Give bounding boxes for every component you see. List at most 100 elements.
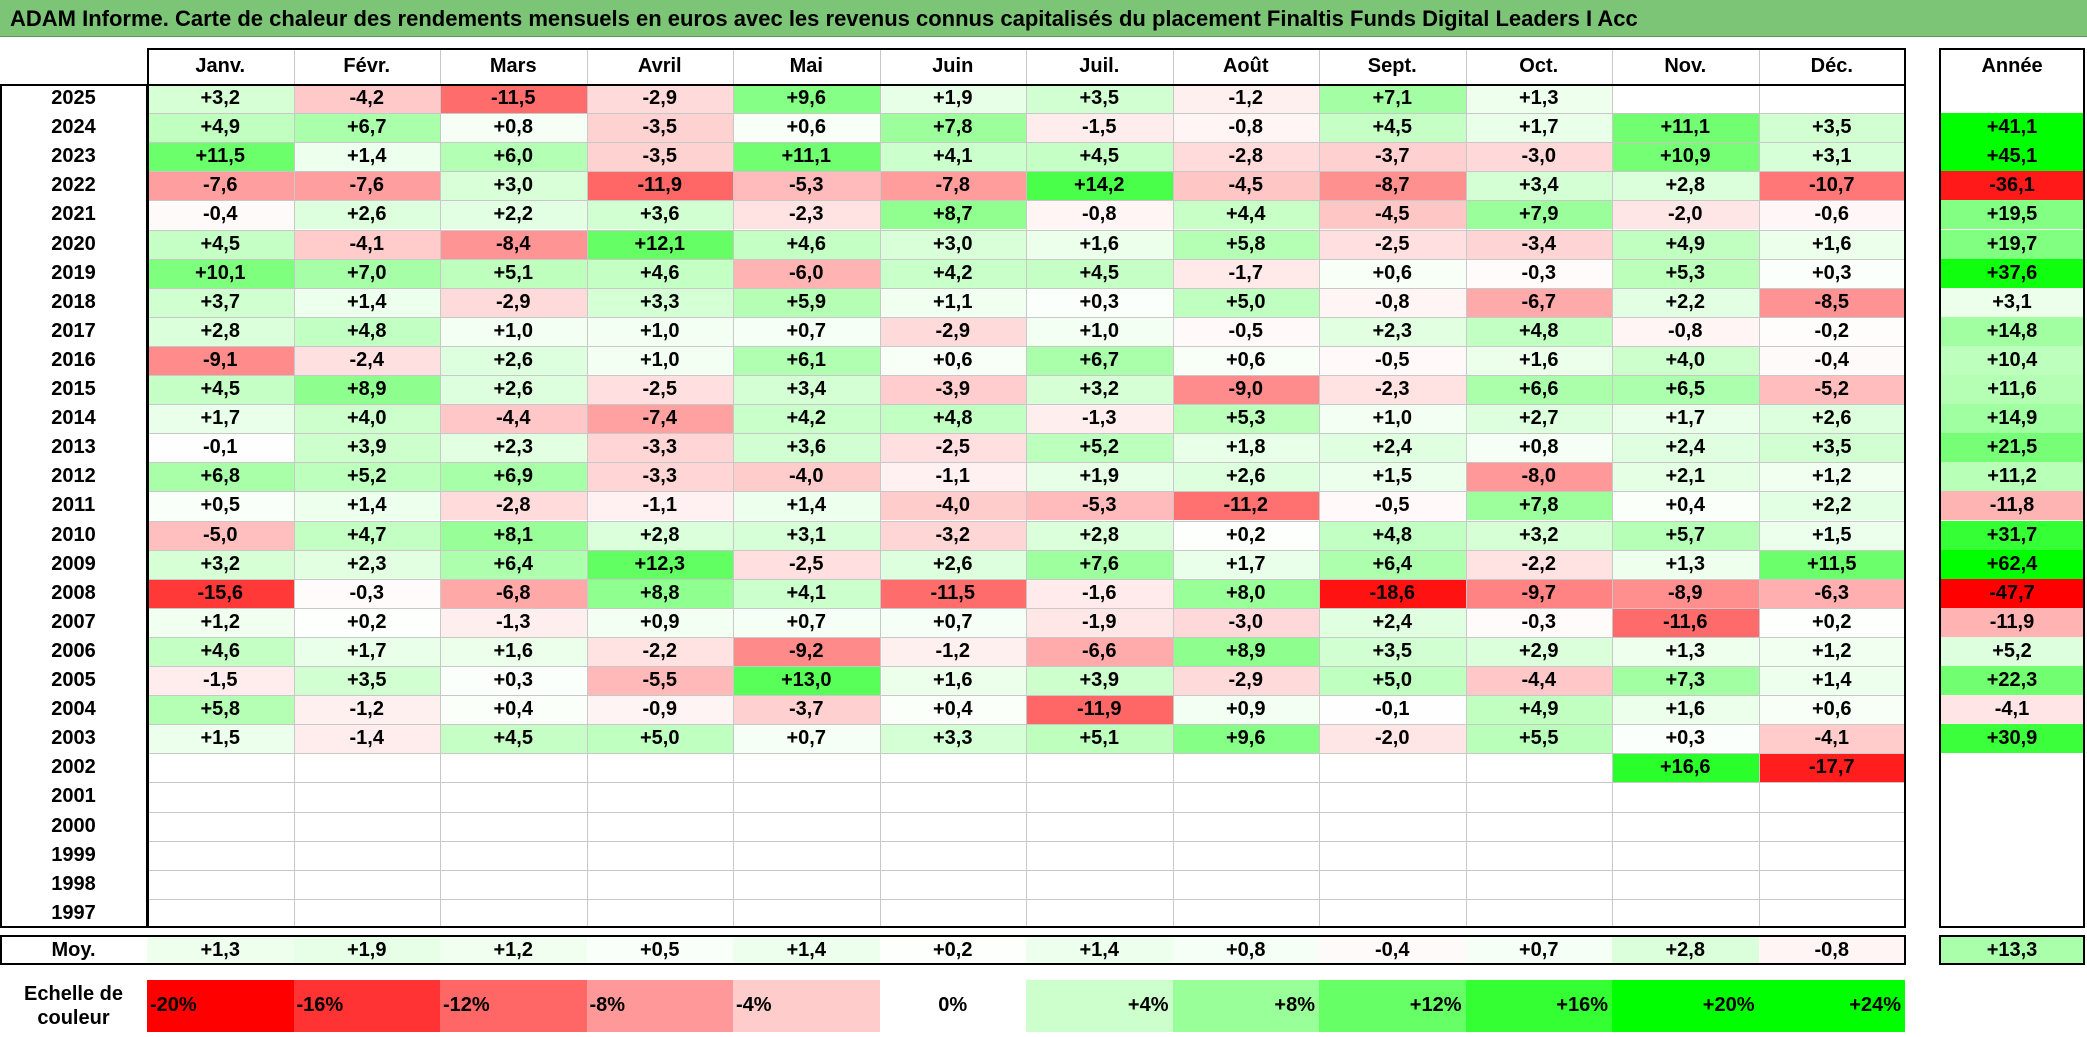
annual-cell: +14,8 (1939, 316, 2085, 346)
heatmap-cell: +0,7 (733, 607, 880, 637)
heatmap-cell: +1,7 (1612, 404, 1759, 434)
heatmap-cell: -2,5 (733, 549, 880, 579)
column-divider (733, 48, 734, 928)
heatmap-cell: +4,8 (293, 316, 440, 346)
heatmap-cell: +4,5 (440, 724, 587, 754)
heatmap-cell: -1,3 (1026, 404, 1173, 434)
heatmap-cell: -9,2 (733, 636, 880, 666)
year-label: 2005 (51, 669, 96, 691)
heatmap-cell: +4,5 (1026, 258, 1173, 288)
scale-label: Echelle de couleur (24, 983, 123, 1029)
heatmap-cell: -0,5 (1319, 491, 1466, 521)
heatmap-cell: -2,5 (1319, 229, 1466, 259)
heatmap-cell: -1,7 (1172, 258, 1319, 288)
heatmap-cell: -2,5 (879, 433, 1026, 463)
year-label: 2002 (51, 756, 96, 779)
annual-cell: +19,5 (1939, 200, 2085, 230)
average-annual-cell: +13,3 (1939, 935, 2085, 965)
heatmap-cell: -7,8 (879, 171, 1026, 201)
heatmap-cell: -7,6 (147, 171, 294, 201)
annual-cell: +37,6 (1939, 258, 2085, 288)
heatmap-cell: +5,1 (440, 258, 587, 288)
heatmap-cell: +2,3 (1319, 316, 1466, 346)
year-label: 2018 (51, 290, 96, 313)
average-cell: +0,8 (1172, 935, 1319, 965)
heatmap-cell: +2,2 (1612, 287, 1759, 317)
heatmap-cell: +3,2 (147, 549, 294, 579)
heatmap-cell: +0,6 (1172, 345, 1319, 375)
scale-swatch: -8% (586, 980, 733, 1032)
scale-swatch: +16% (1465, 980, 1612, 1032)
heatmap-cell: +1,8 (1172, 433, 1319, 463)
heatmap-cell: +1,2 (1758, 462, 1905, 492)
heatmap-cell: +1,0 (1026, 316, 1173, 346)
heatmap-cell: +2,6 (1172, 462, 1319, 492)
heatmap-cell: -0,1 (147, 433, 294, 463)
heatmap-cell: +3,2 (1465, 520, 1612, 550)
heatmap-cell: +5,3 (1612, 258, 1759, 288)
heatmap-cell: -4,2 (293, 84, 440, 114)
average-cell: +1,2 (440, 935, 587, 965)
heatmap-cell: +3,1 (733, 520, 880, 550)
scale-swatch: -4% (733, 980, 880, 1032)
heatmap-cell: -3,3 (586, 462, 733, 492)
scale-swatch: +12% (1319, 980, 1466, 1032)
heatmap-cell: +4,7 (293, 520, 440, 550)
heatmap-cell: -11,6 (1612, 607, 1759, 637)
heatmap-cell: +14,2 (1026, 171, 1173, 201)
annual-cell: +31,7 (1939, 520, 2085, 550)
heatmap-cell: +11,1 (1612, 113, 1759, 143)
heatmap-cell: +3,3 (879, 724, 1026, 754)
heatmap-cell: -3,2 (879, 520, 1026, 550)
year-label: 2001 (51, 785, 96, 808)
heatmap-cell: +5,0 (586, 724, 733, 754)
heatmap-cell: -0,5 (1319, 345, 1466, 375)
heatmap-cell: -0,8 (1319, 287, 1466, 317)
average-cell: +1,4 (1026, 935, 1173, 965)
annual-cell: -47,7 (1939, 578, 2085, 608)
heatmap-cell: +5,3 (1172, 404, 1319, 434)
heatmap-cell: +1,5 (147, 724, 294, 754)
heatmap-cell: -1,3 (440, 607, 587, 637)
average-cell: -0,4 (1319, 935, 1466, 965)
average-cell: +1,4 (733, 935, 880, 965)
heatmap-cell: -7,6 (293, 171, 440, 201)
heatmap-cell: +7,8 (879, 113, 1026, 143)
heatmap-cell: +0,6 (733, 113, 880, 143)
month-header: Mars (489, 55, 537, 77)
heatmap-cell: -6,3 (1758, 578, 1905, 608)
year-label: 2004 (51, 698, 96, 721)
month-header: Sept. (1367, 55, 1417, 77)
heatmap-cell: -2,2 (1465, 549, 1612, 579)
heatmap-cell: +5,0 (1319, 666, 1466, 696)
heatmap-cell: +1,7 (293, 636, 440, 666)
heatmap-cell: +0,9 (586, 607, 733, 637)
year-label: 1998 (51, 872, 96, 895)
annual-cell: -36,1 (1939, 171, 2085, 201)
heatmap-cell: -4,5 (1319, 200, 1466, 230)
heatmap-cell: +1,6 (879, 666, 1026, 696)
column-divider (1026, 48, 1027, 928)
heatmap-cell: +13,0 (733, 666, 880, 696)
heatmap-cell: +6,8 (147, 462, 294, 492)
heatmap-cell: +4,8 (1465, 316, 1612, 346)
heatmap-cell: -9,1 (147, 345, 294, 375)
heatmap-cell: -2,9 (879, 316, 1026, 346)
heatmap-cell: +1,5 (1319, 462, 1466, 492)
month-header: Mai (789, 55, 823, 77)
heatmap-cell: +3,3 (586, 287, 733, 317)
heatmap-cell: -1,9 (1026, 607, 1173, 637)
heatmap-cell: +0,7 (733, 724, 880, 754)
heatmap-cell: -7,4 (586, 404, 733, 434)
heatmap-cell: +4,1 (733, 578, 880, 608)
heatmap-cell: +3,7 (147, 287, 294, 317)
year-label: 2000 (51, 814, 96, 837)
heatmap-cell: +10,9 (1612, 142, 1759, 172)
heatmap-cell: +4,6 (586, 258, 733, 288)
heatmap-cell: +5,0 (1172, 287, 1319, 317)
heatmap-cell: -0,8 (1172, 113, 1319, 143)
heatmap-cell: +4,9 (1465, 695, 1612, 725)
heatmap-cell: +5,1 (1026, 724, 1173, 754)
heatmap-cell: -2,9 (586, 84, 733, 114)
heatmap-cell: +3,5 (1319, 636, 1466, 666)
